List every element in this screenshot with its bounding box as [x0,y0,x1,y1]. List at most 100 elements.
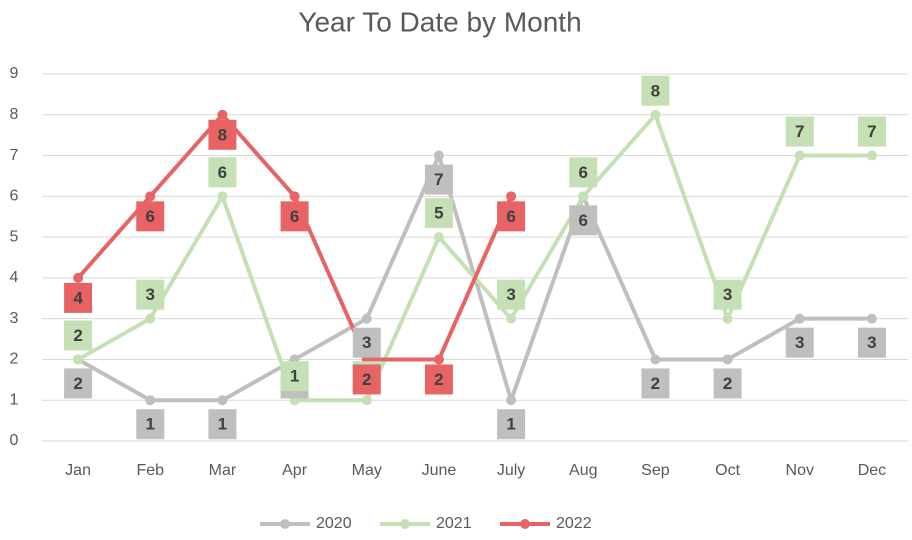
y-tick-label: 5 [10,228,19,245]
data-label-box [424,198,453,229]
data-label-box [352,364,381,395]
legend-marker [520,519,530,529]
data-label: 6 [506,207,515,226]
data-label-box [785,116,814,147]
data-label-box [497,409,526,440]
y-tick-label: 9 [10,65,19,82]
point-marker [361,313,372,324]
point-marker [145,395,156,406]
data-label: 7 [434,170,443,189]
data-label: 8 [218,125,227,144]
data-label-box [208,119,237,150]
point-marker [794,150,805,161]
data-label: 1 [146,415,155,434]
point-marker [866,150,877,161]
data-label-box [64,282,93,313]
data-label: 2 [434,370,443,389]
data-label-box [857,116,886,147]
point-marker [506,313,517,324]
data-label-box [280,361,309,392]
point-marker [506,395,517,406]
data-label-box [424,164,453,195]
x-tick-label: Oct [715,462,740,479]
data-label-box [208,157,237,188]
point-marker [650,354,661,365]
data-label-box [64,368,93,399]
point-marker [794,313,805,324]
point-marker [722,313,733,324]
data-label: 2 [73,374,82,393]
x-tick-label: Apr [282,462,308,479]
point-marker [361,395,372,406]
y-tick-label: 3 [10,310,19,327]
legend-marker [280,519,290,529]
legend-label: 2020 [316,515,352,532]
y-tick-label: 1 [10,391,19,408]
data-label: 8 [651,81,660,100]
data-label: 7 [867,122,876,141]
data-label-box [424,364,453,395]
x-tick-label: Nov [786,462,814,479]
legend-marker [400,519,410,529]
data-label: 2 [362,370,371,389]
data-label-box [713,368,742,399]
data-label: 6 [290,207,299,226]
point-marker [866,313,877,324]
data-label: 5 [434,204,443,223]
point-marker [433,232,444,243]
data-label-box [208,409,237,440]
data-label: 1 [506,415,515,434]
data-label-box [641,75,670,106]
y-tick-label: 2 [10,351,19,368]
data-label-box [569,157,598,188]
x-tick-label: Jan [65,462,91,479]
data-label-box [713,279,742,310]
data-label: 1 [218,415,227,434]
point-marker [73,272,84,283]
x-tick-label: June [422,462,457,479]
point-marker [506,191,517,202]
x-tick-label: May [352,462,382,479]
data-label-box [136,409,165,440]
y-tick-label: 6 [10,188,19,205]
series-line [77,112,872,403]
data-label-box [280,201,309,232]
data-label-box [136,201,165,232]
data-label: 3 [506,285,515,304]
data-label-box [641,368,670,399]
data-label-box [569,205,598,236]
x-tick-label: Feb [136,462,164,479]
point-marker [217,395,228,406]
data-label-box [857,327,886,358]
x-tick-label: Sep [641,462,670,479]
point-marker [433,354,444,365]
data-label: 4 [73,288,83,307]
legend-label: 2021 [436,515,472,532]
point-marker [650,109,661,120]
data-label: 2 [651,374,660,393]
point-marker [722,354,733,365]
point-marker [217,191,228,202]
legend-label: 2022 [556,515,592,532]
y-tick-label: 7 [10,147,19,164]
data-label: 6 [579,163,588,182]
x-tick-label: Aug [569,462,597,479]
point-marker [433,150,444,161]
data-label: 3 [867,333,876,352]
data-label-box [352,327,381,358]
data-label: 3 [795,333,804,352]
point-marker [217,109,228,120]
data-label-box [64,320,93,351]
data-label: 6 [579,211,588,230]
data-label: 2 [723,374,732,393]
data-label: 2 [73,326,82,345]
data-label-box [136,279,165,310]
point-marker [145,313,156,324]
data-label: 1 [290,367,299,386]
chart-title: Year To Date by Month [298,6,581,37]
data-label: 7 [795,122,804,141]
data-label-box [497,201,526,232]
y-tick-label: 8 [10,106,19,123]
x-tick-label: July [497,462,525,479]
